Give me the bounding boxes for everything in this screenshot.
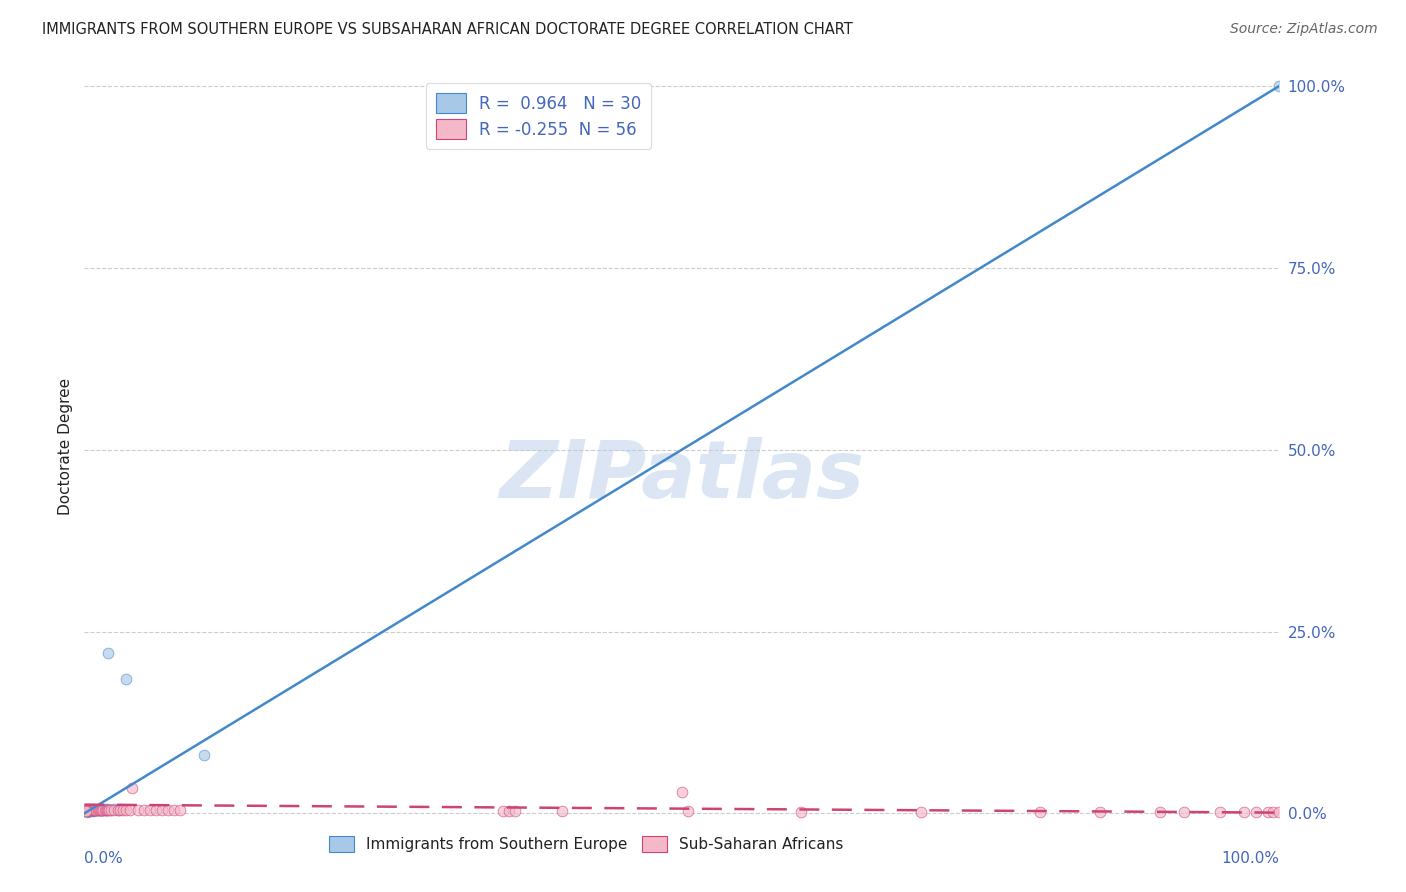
Point [676, 804, 699, 818]
Point [790, 805, 813, 819]
Point [110, 802, 132, 816]
Point [910, 805, 932, 819]
Point [107, 804, 129, 818]
Point [94, 803, 117, 817]
Point [1257, 805, 1279, 819]
Point [84, 804, 107, 818]
Point [77, 804, 100, 818]
Point [1268, 805, 1291, 819]
Text: IMMIGRANTS FROM SOUTHERN EUROPE VS SUBSAHARAN AFRICAN DOCTORATE DEGREE CORRELATI: IMMIGRANTS FROM SOUTHERN EUROPE VS SUBSA… [42, 22, 853, 37]
Point [86, 804, 108, 818]
Point [83, 804, 105, 818]
Point [86, 803, 108, 817]
Point [90, 803, 112, 817]
Point [103, 802, 125, 816]
Point [132, 804, 156, 818]
Point [84, 804, 107, 818]
Text: ZIPatlas: ZIPatlas [499, 437, 865, 515]
Text: 0.0%: 0.0% [84, 851, 124, 865]
Point [75, 804, 97, 818]
Point [90, 804, 112, 818]
Point [89, 803, 111, 817]
Point [80, 804, 103, 818]
Point [83, 804, 105, 818]
Point [1268, 78, 1291, 93]
Point [150, 803, 173, 817]
Point [93, 803, 115, 817]
Point [1263, 805, 1285, 819]
Point [86, 803, 108, 817]
Point [492, 804, 515, 818]
Point [97, 803, 120, 817]
Text: Source: ZipAtlas.com: Source: ZipAtlas.com [1230, 22, 1378, 37]
Point [83, 803, 105, 817]
Point [115, 672, 138, 686]
Point [139, 803, 162, 817]
Point [1233, 805, 1256, 819]
Point [94, 803, 117, 817]
Point [121, 780, 143, 795]
Point [89, 804, 111, 818]
Point [79, 804, 101, 818]
Point [97, 646, 120, 660]
Point [87, 804, 110, 818]
Point [91, 804, 114, 818]
Point [77, 804, 100, 818]
Point [163, 803, 186, 817]
Point [1029, 805, 1052, 819]
Point [97, 802, 120, 816]
Legend: R =  0.964   N = 30, R = -0.255  N = 56: R = 0.964 N = 30, R = -0.255 N = 56 [426, 84, 651, 149]
Point [498, 804, 520, 818]
Point [115, 803, 138, 817]
Point [157, 804, 180, 818]
Y-axis label: Doctorate Degree: Doctorate Degree [58, 377, 73, 515]
Point [93, 804, 115, 818]
Point [103, 803, 125, 817]
Point [107, 803, 129, 817]
Text: 100.0%: 100.0% [1222, 851, 1279, 865]
Point [77, 804, 100, 818]
Point [98, 804, 121, 818]
Point [551, 804, 574, 818]
Point [77, 803, 100, 817]
Point [91, 804, 114, 818]
Point [118, 804, 141, 818]
Point [76, 804, 98, 818]
Point [79, 804, 101, 818]
Point [1209, 805, 1232, 819]
Point [503, 804, 526, 818]
Point [75, 804, 97, 818]
Point [1149, 805, 1171, 819]
Point [193, 748, 215, 763]
Point [111, 804, 134, 818]
Point [82, 804, 104, 818]
Point [86, 803, 108, 817]
Point [79, 804, 101, 818]
Point [110, 803, 132, 817]
Point [76, 805, 98, 819]
Point [80, 803, 103, 817]
Point [77, 804, 100, 818]
Point [1244, 805, 1267, 819]
Point [87, 803, 110, 817]
Point [93, 802, 115, 816]
Point [82, 804, 104, 818]
Point [100, 803, 122, 817]
Point [169, 804, 191, 818]
Point [100, 803, 122, 817]
Point [86, 804, 108, 818]
Point [127, 803, 149, 817]
Point [145, 804, 167, 818]
Point [1173, 805, 1195, 819]
Point [96, 804, 118, 818]
Point [671, 784, 693, 798]
Point [1090, 805, 1112, 819]
Point [93, 803, 115, 817]
